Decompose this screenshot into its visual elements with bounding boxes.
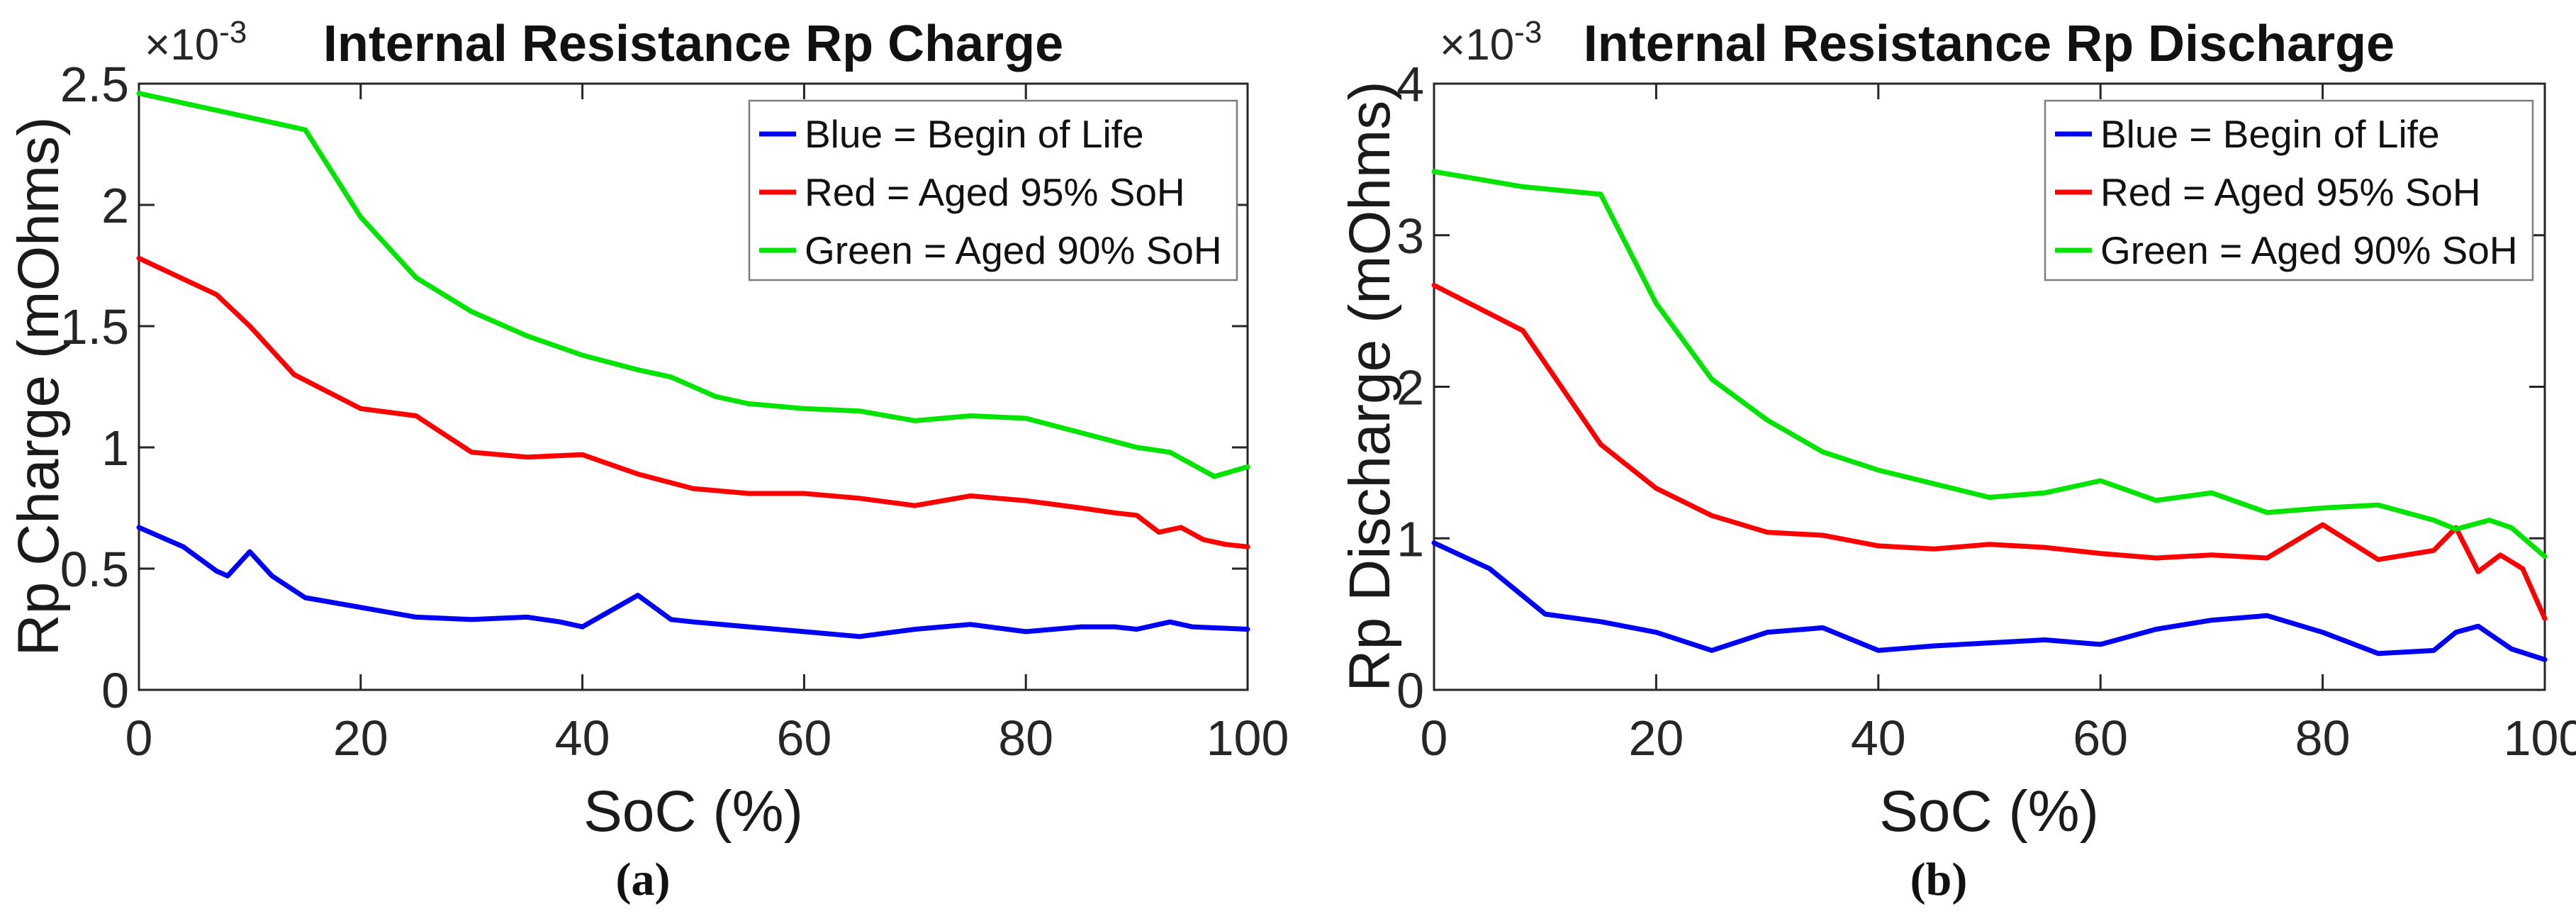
series-lines [136, 91, 1250, 640]
y-tick-label: 0.5 [60, 542, 129, 597]
legend-entry-aged-95: Red = Aged 95% SoH [2055, 170, 2481, 214]
series-line-aged-90-soh [136, 91, 1250, 479]
legend-entry-aged-95: Red = Aged 95% SoH [759, 170, 1185, 214]
x-tick-label: 80 [998, 710, 1053, 766]
x-tick-label: 80 [2295, 710, 2351, 766]
series-lines [1431, 169, 2548, 662]
legend-label: Blue = Begin of Life [2100, 112, 2440, 156]
x-tick-label: 0 [125, 710, 153, 766]
legend-label: Red = Aged 95% SoH [2100, 170, 2481, 214]
y-axis-exponent: ×10-3 [145, 15, 247, 69]
panel-letter: (b) [1910, 854, 1968, 905]
legend-entry-aged-90: Green = Aged 90% SoH [2055, 228, 2518, 272]
y-tick-label: 2 [101, 178, 129, 233]
legend-box [748, 99, 1238, 281]
y-axis-exponent: ×10-3 [1440, 15, 1542, 69]
legend: Blue = Begin of Life Red = Aged 95% SoH … [748, 99, 1238, 281]
y-tick-label: 4 [1396, 57, 1424, 112]
chart-rp-charge: Internal Resistance Rp Charge ×10-3 Rp C… [6, 15, 1289, 905]
x-tick-label: 40 [555, 710, 610, 766]
series-line-begin-of-life [136, 525, 1250, 640]
panel-letter: (a) [616, 854, 671, 905]
y-tick-label: 1 [101, 420, 129, 476]
x-tick-label: 40 [1851, 710, 1906, 766]
x-tick-label: 60 [776, 710, 831, 766]
legend-entry-aged-90: Green = Aged 90% SoH [759, 228, 1222, 272]
legend: Blue = Begin of Life Red = Aged 95% SoH … [2044, 99, 2534, 281]
y-tick-label: 1.5 [60, 299, 129, 355]
tick-marks-and-labels: 0 20 40 60 80 100 0 1 2 3 4 [1396, 57, 2576, 766]
y-tick-label: 2.5 [60, 57, 129, 112]
legend-entry-begin-of-life: Blue = Begin of Life [759, 112, 1144, 156]
x-tick-label: 100 [2504, 710, 2576, 766]
series-line-aged-95-soh [1431, 282, 2548, 621]
chart-title: Internal Resistance Rp Charge [323, 16, 1063, 72]
chart-rp-discharge: Internal Resistance Rp Discharge ×10-3 R… [1338, 15, 2576, 905]
legend-label: Green = Aged 90% SoH [2100, 228, 2518, 272]
series-line-begin-of-life [1431, 540, 2548, 662]
legend-label: Blue = Begin of Life [805, 112, 1144, 156]
y-tick-label: 2 [1396, 360, 1424, 415]
x-tick-label: 100 [1206, 710, 1289, 766]
tick-marks-and-labels: 0 20 40 60 80 100 0 0.5 1 1.5 2 2.5 [60, 57, 1289, 766]
y-tick-label: 1 [1396, 511, 1424, 566]
x-axis-label: SoC (%) [1879, 779, 2099, 844]
legend-label: Red = Aged 95% SoH [805, 170, 1185, 214]
legend-entry-begin-of-life: Blue = Begin of Life [2055, 112, 2440, 156]
legend-box [2044, 99, 2534, 281]
x-tick-label: 60 [2073, 710, 2128, 766]
y-axis-label: Rp Charge (mOhms) [6, 117, 71, 657]
chart-title: Internal Resistance Rp Discharge [1584, 16, 2395, 72]
x-tick-label: 0 [1421, 710, 1448, 766]
y-axis-label: Rp Discharge (mOhms) [1338, 81, 1402, 691]
y-tick-label: 3 [1396, 208, 1424, 264]
plot-frame [138, 82, 1249, 691]
y-tick-label: 0 [101, 663, 129, 718]
x-axis-label: SoC (%) [583, 779, 803, 844]
series-line-aged-90-soh [1431, 169, 2548, 559]
x-tick-label: 20 [333, 710, 388, 766]
y-tick-label: 0 [1396, 663, 1424, 718]
series-line-aged-95-soh [136, 255, 1250, 549]
x-tick-label: 20 [1628, 710, 1684, 766]
legend-label: Green = Aged 90% SoH [805, 228, 1222, 272]
